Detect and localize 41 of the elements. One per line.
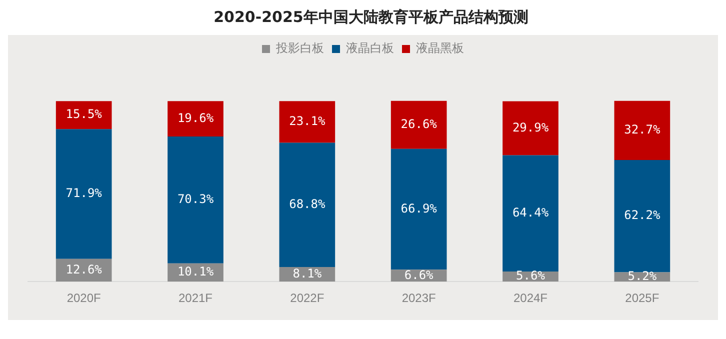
data-label: 29.9% xyxy=(512,120,550,134)
bar xyxy=(168,101,224,136)
legend-label: 液晶黑板 xyxy=(416,41,464,56)
data-label: 66.9% xyxy=(400,201,438,216)
x-tick-label: 2025F xyxy=(625,291,660,306)
data-label: 8.1% xyxy=(292,266,322,280)
bar xyxy=(390,148,447,270)
x-tick-label: 2022F xyxy=(290,291,324,306)
data-label: 68.8% xyxy=(289,197,326,212)
legend-label: 液晶白板 xyxy=(346,41,394,56)
bar xyxy=(168,136,224,264)
x-tick-label: 2023F xyxy=(402,291,436,306)
chart-title: 2020-2025年中国大陆教育平板产品结构预测 xyxy=(212,8,530,27)
bar xyxy=(502,155,558,272)
data-label: 5.2% xyxy=(628,269,658,284)
data-label: 64.4% xyxy=(512,205,550,220)
data-label: 15.5% xyxy=(66,107,103,122)
bar xyxy=(390,100,447,149)
data-label: 19.6% xyxy=(177,110,214,125)
bar xyxy=(502,101,558,156)
data-label: 32.7% xyxy=(624,122,662,137)
data-label: 62.2% xyxy=(624,208,662,222)
x-tick-label: 2021F xyxy=(178,291,213,306)
data-label: 12.6% xyxy=(66,262,103,276)
data-label: 70.3% xyxy=(177,192,214,206)
legend-label: 投影白板 xyxy=(275,41,324,56)
bar xyxy=(56,101,112,130)
bar xyxy=(279,142,336,267)
bar xyxy=(56,129,112,259)
data-label: 71.9% xyxy=(66,186,103,200)
x-tick-label: 2020F xyxy=(66,291,101,306)
data-label: 23.1% xyxy=(289,114,326,128)
data-label: 10.1% xyxy=(177,264,214,279)
data-label: 5.6% xyxy=(516,268,546,283)
bar xyxy=(56,258,112,282)
data-label: 6.6% xyxy=(404,268,434,282)
bar xyxy=(614,160,670,272)
data-label: 26.6% xyxy=(400,117,438,132)
x-tick-label: 2024F xyxy=(513,291,548,306)
bar xyxy=(614,100,670,160)
bar xyxy=(279,101,336,143)
